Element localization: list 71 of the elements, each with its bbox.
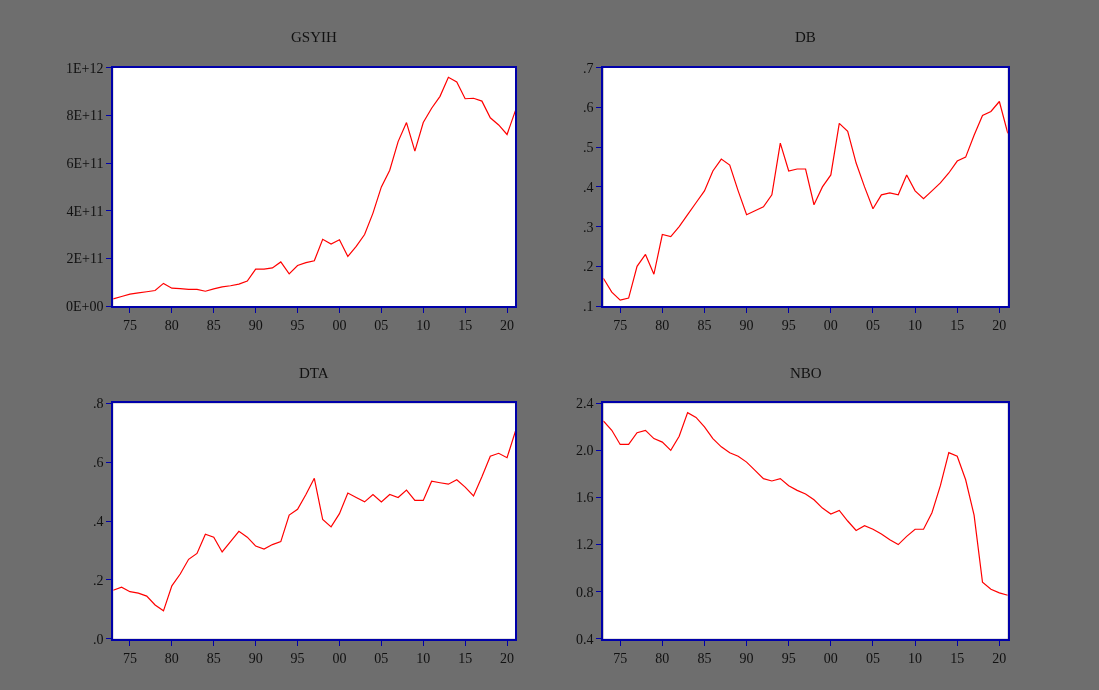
x-tick-label: 05 xyxy=(374,650,389,666)
x-tick-label: 75 xyxy=(122,317,137,333)
x-tick-label: 20 xyxy=(500,650,515,666)
x-tick-label: 15 xyxy=(950,650,965,666)
chart-title: GSYIH xyxy=(291,29,337,45)
y-tick-label: .0 xyxy=(92,631,104,647)
x-tick-label: 75 xyxy=(613,317,628,333)
x-tick-label: 20 xyxy=(992,317,1007,333)
y-tick-label: .1 xyxy=(583,298,594,314)
y-tick-label: 1.6 xyxy=(576,490,594,506)
x-tick-label: 00 xyxy=(332,317,347,333)
x-tick-label: 15 xyxy=(458,650,473,666)
y-tick-label: .3 xyxy=(583,219,594,235)
line-series xyxy=(113,430,516,612)
x-tick-label: 00 xyxy=(823,650,838,666)
y-tick-label: 6E+11 xyxy=(66,155,104,171)
x-tick-label: 15 xyxy=(458,317,473,333)
y-tick-label: 1E+12 xyxy=(65,60,104,76)
x-tick-label: 80 xyxy=(164,650,179,666)
x-tick-label: 85 xyxy=(206,317,221,333)
y-tick-label: .2 xyxy=(92,572,104,588)
x-tick-label: 10 xyxy=(908,317,923,333)
y-tick-label: .6 xyxy=(92,455,104,471)
x-tick-label: 90 xyxy=(739,317,754,333)
x-tick-label: 05 xyxy=(865,317,880,333)
x-tick-label: 90 xyxy=(248,650,263,666)
x-tick-label: 10 xyxy=(416,650,431,666)
y-tick-label: .8 xyxy=(92,396,104,412)
y-tick-label: .4 xyxy=(92,513,104,529)
x-tick-label: 90 xyxy=(248,317,263,333)
x-tick-label: 80 xyxy=(655,650,670,666)
x-tick-label: 20 xyxy=(500,317,515,333)
x-tick-label: 05 xyxy=(374,317,389,333)
y-tick-label: 2.4 xyxy=(576,396,594,412)
x-tick-label: 20 xyxy=(992,650,1007,666)
x-tick-label: 10 xyxy=(416,317,431,333)
y-tick-label: .5 xyxy=(583,140,594,156)
x-tick-label: 90 xyxy=(739,650,754,666)
x-tick-label: 80 xyxy=(655,317,670,333)
y-tick-label: 1.2 xyxy=(576,537,594,553)
y-tick-label: 4E+11 xyxy=(66,203,104,219)
y-tick-label: 2.0 xyxy=(576,443,594,459)
chart-title: NBO xyxy=(790,365,822,381)
line-series xyxy=(603,412,1008,596)
chart-title: DTA xyxy=(299,365,329,381)
x-tick-label: 95 xyxy=(781,650,796,666)
x-tick-label: 05 xyxy=(865,650,880,666)
x-tick-label: 95 xyxy=(290,650,305,666)
y-tick-label: 8E+11 xyxy=(66,108,104,124)
x-tick-label: 95 xyxy=(290,317,305,333)
x-tick-label: 75 xyxy=(122,650,137,666)
x-tick-label: 75 xyxy=(613,650,628,666)
x-tick-label: 85 xyxy=(206,650,221,666)
y-tick-label: 2E+11 xyxy=(66,251,104,267)
x-tick-label: 85 xyxy=(697,317,712,333)
x-tick-label: 10 xyxy=(908,650,923,666)
chart-title: DB xyxy=(795,29,816,45)
x-tick-label: 95 xyxy=(781,317,796,333)
x-tick-label: 85 xyxy=(697,650,712,666)
x-tick-label: 15 xyxy=(950,317,965,333)
y-tick-label: .6 xyxy=(583,100,594,116)
y-tick-label: .4 xyxy=(583,179,594,195)
x-tick-label: 00 xyxy=(332,650,347,666)
y-tick-label: .2 xyxy=(583,259,594,275)
y-tick-label: 0.8 xyxy=(576,584,594,600)
y-tick-label: 0.4 xyxy=(576,631,594,647)
x-tick-label: 00 xyxy=(823,317,838,333)
y-tick-label: .7 xyxy=(583,60,594,76)
x-tick-label: 80 xyxy=(164,317,179,333)
y-tick-label: 0E+00 xyxy=(65,298,104,314)
line-series xyxy=(603,100,1008,301)
